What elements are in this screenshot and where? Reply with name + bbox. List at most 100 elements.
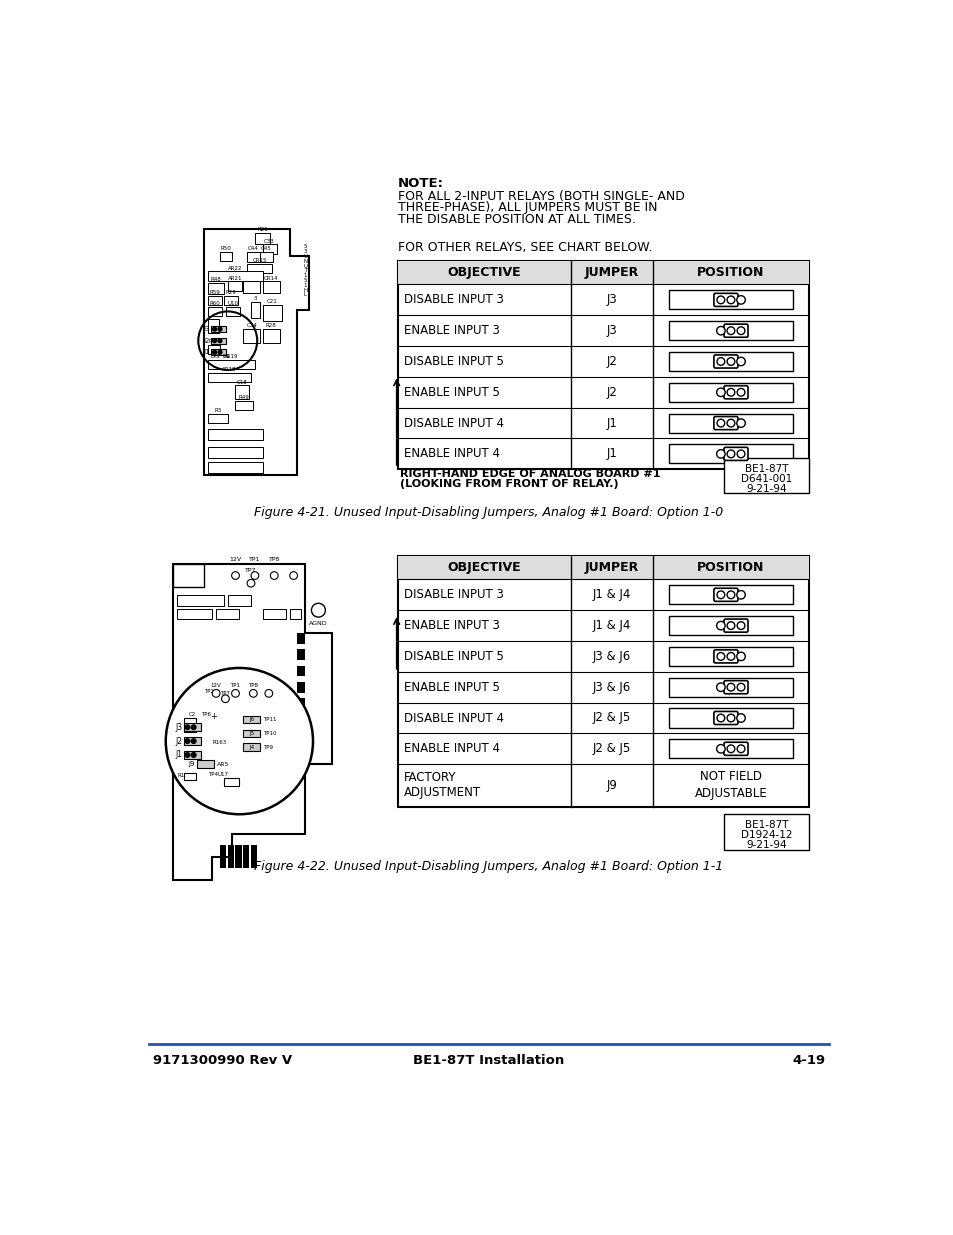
Bar [247, 264, 272, 273]
Bar [397, 262, 808, 469]
Circle shape [726, 592, 734, 599]
Bar [668, 414, 793, 432]
FancyBboxPatch shape [723, 447, 747, 461]
Bar [668, 383, 793, 401]
Bar [243, 282, 260, 293]
Polygon shape [204, 228, 309, 475]
Bar [262, 609, 286, 620]
Bar [208, 319, 219, 333]
Text: Figure 4-21. Unused Input-Disabling Jumpers, Analog #1 Board: Option 1-0: Figure 4-21. Unused Input-Disabling Jump… [254, 506, 722, 519]
Bar [243, 730, 260, 737]
Text: U10: U10 [228, 301, 238, 306]
Circle shape [218, 338, 222, 342]
Bar [668, 709, 793, 727]
Circle shape [717, 419, 724, 427]
Text: FACTORY
ADJUSTMENT: FACTORY ADJUSTMENT [403, 772, 480, 799]
Text: R29: R29 [225, 290, 236, 295]
Text: 9171300990 Rev V: 9171300990 Rev V [152, 1055, 292, 1067]
Text: TP7: TP7 [220, 692, 231, 697]
Bar [243, 716, 260, 724]
Circle shape [232, 689, 239, 698]
Text: R163: R163 [213, 740, 227, 745]
Bar [243, 743, 260, 751]
Bar [183, 773, 195, 779]
Circle shape [726, 389, 734, 396]
Circle shape [192, 752, 195, 757]
FancyBboxPatch shape [723, 619, 747, 632]
Bar [235, 385, 249, 399]
Text: TP10: TP10 [262, 731, 275, 736]
Text: R48: R48 [211, 277, 221, 282]
Circle shape [717, 358, 724, 366]
Text: TP1: TP1 [249, 557, 260, 562]
Text: FOR ALL 2-INPUT RELAYS (BOTH SINGLE- AND: FOR ALL 2-INPUT RELAYS (BOTH SINGLE- AND [397, 190, 684, 203]
FancyBboxPatch shape [723, 385, 747, 399]
Text: C2: C2 [189, 711, 196, 716]
Circle shape [185, 752, 190, 757]
FancyBboxPatch shape [723, 324, 747, 337]
Bar [262, 282, 279, 293]
Circle shape [737, 683, 744, 692]
Text: J2: J2 [606, 385, 617, 399]
Bar [243, 845, 249, 868]
Bar [177, 609, 212, 620]
Circle shape [265, 689, 273, 698]
Circle shape [213, 351, 216, 354]
Text: AR21: AR21 [227, 275, 242, 280]
FancyBboxPatch shape [713, 588, 738, 601]
Text: C21: C21 [267, 299, 277, 304]
Text: J4: J4 [249, 745, 254, 750]
Text: ENABLE INPUT 5: ENABLE INPUT 5 [403, 385, 499, 399]
Bar [208, 447, 262, 458]
Text: J2: J2 [174, 736, 182, 746]
Circle shape [213, 327, 216, 331]
Text: CR15: CR15 [252, 258, 267, 263]
Text: BE1-87T: BE1-87T [744, 820, 787, 830]
Text: D1924-12: D1924-12 [740, 830, 791, 841]
Circle shape [737, 450, 744, 458]
Circle shape [736, 295, 744, 304]
Bar [228, 282, 241, 290]
Bar [668, 321, 793, 340]
Bar [668, 616, 793, 635]
FancyBboxPatch shape [713, 711, 738, 725]
Text: BE1-87T Installation: BE1-87T Installation [413, 1055, 564, 1067]
Bar [208, 414, 228, 424]
Bar [297, 714, 305, 725]
Circle shape [716, 621, 724, 630]
Bar [208, 462, 262, 473]
Text: JUMPER: JUMPER [584, 562, 639, 574]
Circle shape [290, 572, 297, 579]
Text: 12V: 12V [230, 557, 241, 562]
Bar [208, 296, 222, 305]
Circle shape [716, 745, 724, 753]
Bar [208, 306, 222, 316]
Text: BE1-87T: BE1-87T [744, 464, 787, 474]
Text: J3 & J6: J3 & J6 [592, 650, 630, 663]
Bar [251, 303, 260, 317]
Text: R49: R49 [238, 395, 249, 400]
Text: J9: J9 [606, 779, 617, 792]
FancyBboxPatch shape [713, 416, 738, 430]
Bar [247, 252, 259, 262]
Text: C34: C34 [246, 324, 257, 329]
Bar [668, 585, 793, 604]
Text: J1: J1 [174, 751, 182, 760]
Circle shape [213, 338, 216, 342]
Circle shape [717, 714, 724, 721]
Circle shape [716, 326, 724, 335]
Text: J1: J1 [606, 447, 617, 461]
Circle shape [212, 689, 220, 698]
Text: 4-19: 4-19 [791, 1055, 824, 1067]
Text: DISABLE INPUT 3: DISABLE INPUT 3 [403, 294, 503, 306]
Bar [235, 401, 253, 410]
Bar [177, 595, 224, 605]
Bar [228, 845, 233, 868]
Bar [668, 678, 793, 697]
Text: ENABLE INPUT 5: ENABLE INPUT 5 [403, 680, 499, 694]
FancyBboxPatch shape [713, 354, 738, 368]
Text: R28: R28 [266, 324, 276, 329]
Bar [196, 761, 213, 768]
Circle shape [726, 296, 734, 304]
Bar [216, 609, 239, 620]
